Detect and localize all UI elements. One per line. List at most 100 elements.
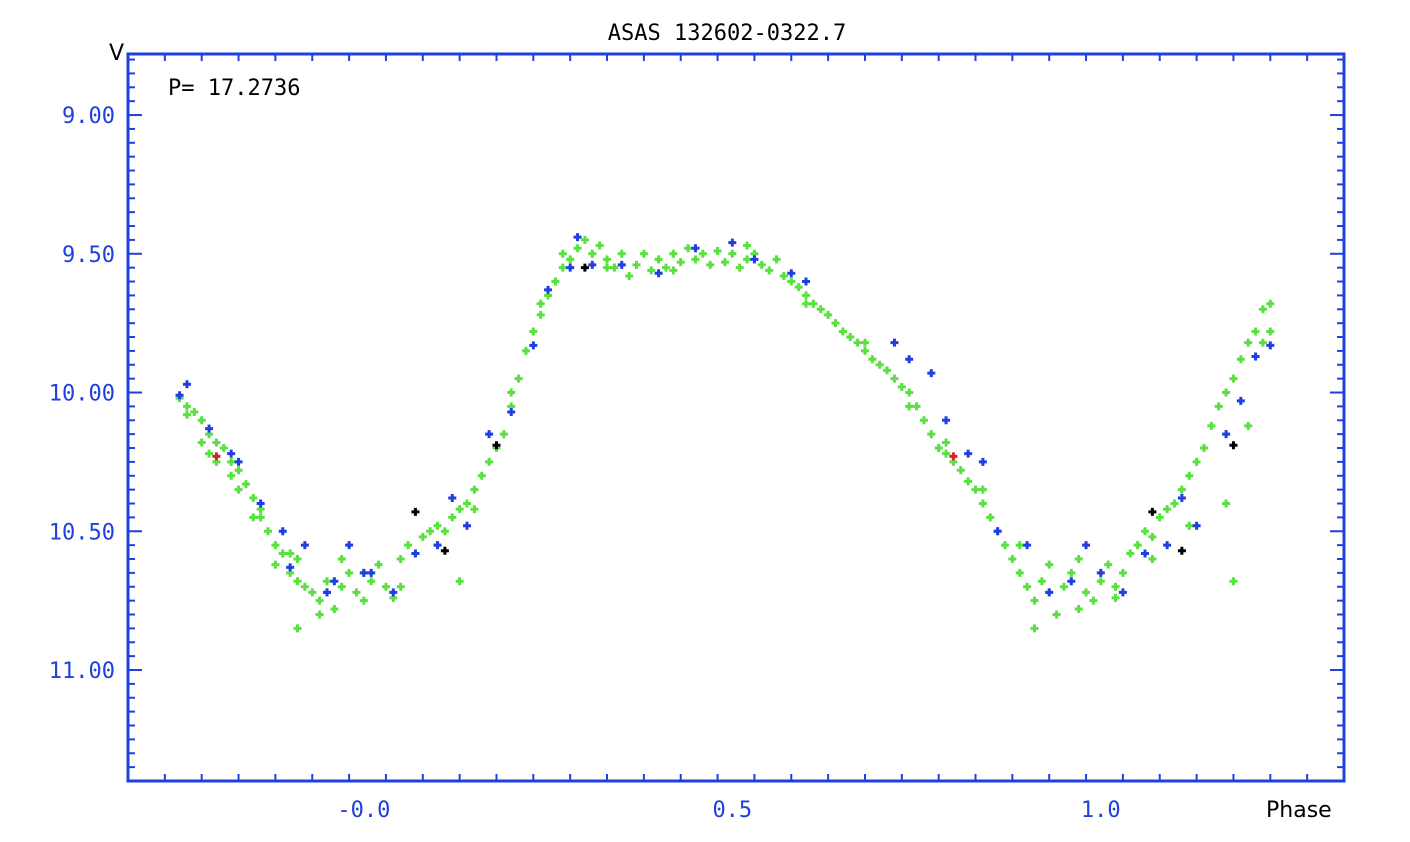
data-point xyxy=(381,582,390,591)
data-point xyxy=(905,355,914,364)
data-point xyxy=(396,582,405,591)
data-point xyxy=(529,341,538,350)
data-point xyxy=(927,430,936,439)
data-point xyxy=(1236,355,1245,364)
data-point xyxy=(691,244,700,253)
data-point xyxy=(389,588,398,597)
data-point xyxy=(197,438,206,447)
data-point xyxy=(860,338,869,347)
data-point xyxy=(322,577,331,586)
data-point xyxy=(942,449,951,458)
data-point xyxy=(551,277,560,286)
data-point xyxy=(860,346,869,355)
data-point xyxy=(374,560,383,569)
data-point xyxy=(227,449,236,458)
data-point xyxy=(868,355,877,364)
data-point xyxy=(212,438,221,447)
data-point xyxy=(1148,555,1157,564)
data-point xyxy=(286,549,295,558)
data-point xyxy=(190,407,199,416)
data-point xyxy=(824,310,833,319)
data-point xyxy=(831,319,840,328)
data-point xyxy=(1266,341,1275,350)
data-point xyxy=(1236,396,1245,405)
data-point xyxy=(1177,485,1186,494)
data-point xyxy=(278,549,287,558)
data-point xyxy=(278,527,287,536)
data-point xyxy=(1118,588,1127,597)
data-point xyxy=(1163,541,1172,550)
data-point xyxy=(330,604,339,613)
data-point xyxy=(787,277,796,286)
data-point xyxy=(993,527,1002,536)
data-point xyxy=(684,244,693,253)
data-point xyxy=(485,430,494,439)
data-point xyxy=(654,255,663,264)
data-point xyxy=(875,360,884,369)
data-point xyxy=(1082,541,1091,550)
data-point xyxy=(647,266,656,275)
data-point xyxy=(1155,513,1164,522)
data-point xyxy=(1067,577,1076,586)
data-point xyxy=(227,457,236,466)
data-point xyxy=(919,416,928,425)
data-point xyxy=(1199,444,1208,453)
data-point xyxy=(580,263,589,272)
data-point xyxy=(743,255,752,264)
data-point xyxy=(182,380,191,389)
data-point xyxy=(264,527,273,536)
data-point xyxy=(1170,499,1179,508)
data-point xyxy=(529,327,538,336)
data-point xyxy=(632,260,641,269)
data-point xyxy=(536,299,545,308)
y-tick-label: 11.00 xyxy=(49,659,115,684)
data-point xyxy=(978,457,987,466)
data-point xyxy=(1118,568,1127,577)
data-point xyxy=(1229,577,1238,586)
data-point xyxy=(256,499,265,508)
data-point xyxy=(580,235,589,244)
data-point xyxy=(1000,541,1009,550)
data-point xyxy=(676,258,685,267)
data-point xyxy=(1008,555,1017,564)
data-point xyxy=(1030,596,1039,605)
data-point xyxy=(1141,527,1150,536)
data-point xyxy=(558,263,567,272)
data-point xyxy=(463,521,472,530)
data-point xyxy=(625,271,634,280)
period-label: P= 17.2736 xyxy=(168,76,300,101)
data-point xyxy=(1023,541,1032,550)
data-point xyxy=(816,305,825,314)
data-point xyxy=(661,263,670,272)
data-point xyxy=(1126,549,1135,558)
y-tick-label: 9.00 xyxy=(62,104,115,129)
data-point xyxy=(300,582,309,591)
data-point xyxy=(315,596,324,605)
plot-frame xyxy=(126,52,1346,783)
x-axis-label: Phase xyxy=(1266,798,1332,823)
data-point xyxy=(846,333,855,342)
data-point xyxy=(315,610,324,619)
chart-title: ASAS 132602-0322.7 xyxy=(608,21,846,46)
data-point xyxy=(241,480,250,489)
data-point xyxy=(927,369,936,378)
data-point xyxy=(367,568,376,577)
data-point xyxy=(750,255,759,264)
data-point xyxy=(1141,549,1150,558)
data-point xyxy=(698,249,707,258)
data-point xyxy=(300,541,309,550)
data-point xyxy=(470,485,479,494)
data-point xyxy=(787,269,796,278)
data-point xyxy=(1067,568,1076,577)
data-point xyxy=(219,444,228,453)
data-point xyxy=(234,466,243,475)
data-point xyxy=(883,366,892,375)
data-point xyxy=(890,374,899,383)
data-point xyxy=(1111,582,1120,591)
data-point xyxy=(603,255,612,264)
data-point xyxy=(1192,457,1201,466)
data-point xyxy=(197,416,206,425)
data-point xyxy=(234,457,243,466)
data-point xyxy=(514,374,523,383)
data-point xyxy=(757,260,766,269)
